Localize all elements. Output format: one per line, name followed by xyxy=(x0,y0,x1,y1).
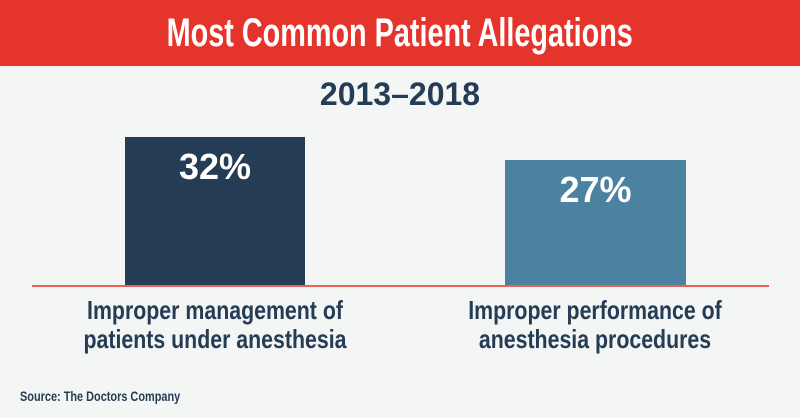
bar-improper-performance: 27% xyxy=(505,160,686,285)
category-label-improper-performance: Improper performance of anesthesia proce… xyxy=(415,296,775,354)
source-note-text: Source: The Doctors Company xyxy=(20,388,181,404)
bar-value-label: 27% xyxy=(559,169,632,210)
category-label-text: Improper performance of anesthesia proce… xyxy=(468,295,722,354)
chart-title: Most Common Patient Allegations xyxy=(166,10,634,55)
chart-subtitle: 2013–2018 xyxy=(319,76,481,112)
bar-improper-management: 32% xyxy=(125,137,305,285)
title-banner: Most Common Patient Allegations xyxy=(0,0,800,66)
axis-baseline xyxy=(32,285,769,287)
source-note: Source: The Doctors Company xyxy=(20,388,225,404)
category-label-improper-management: Improper management of patients under an… xyxy=(35,296,395,354)
category-label-text: Improper management of patients under an… xyxy=(83,295,347,354)
bar-value-label: 32% xyxy=(178,146,252,187)
